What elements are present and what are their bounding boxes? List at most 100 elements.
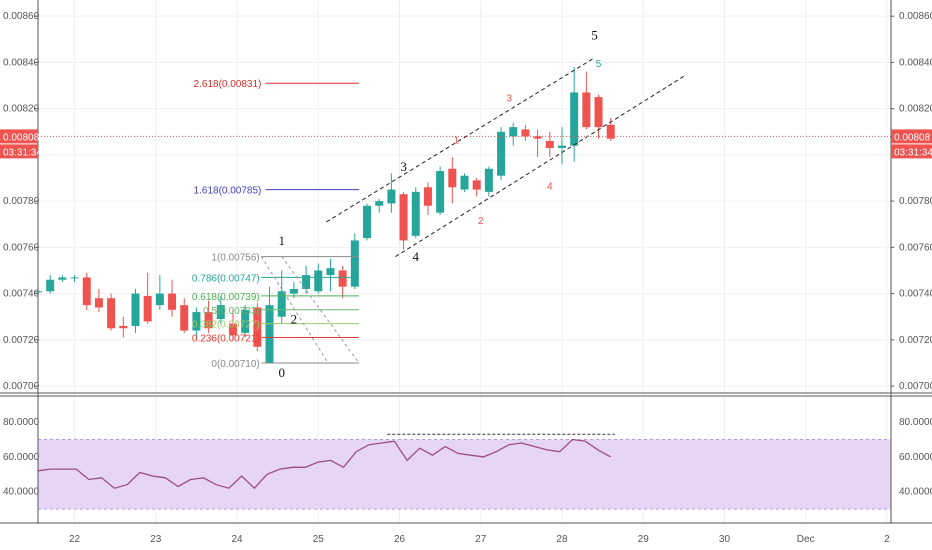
price-tick-label-right: 0.00740 (899, 289, 932, 300)
candle-body (277, 291, 286, 317)
candle (119, 316, 128, 338)
time-tick-label: 24 (231, 534, 243, 545)
candle (350, 233, 359, 289)
fib-level-label: 1(0.00756) (211, 253, 259, 264)
candle-body (265, 305, 274, 363)
wave-label: 4 (413, 249, 420, 264)
candle-body (509, 127, 518, 137)
current-price-label: 0.00808 (3, 132, 40, 143)
time-tick-label: 29 (638, 534, 650, 545)
wave-label: 1 (278, 233, 285, 248)
candle (70, 275, 79, 283)
candle-body (314, 270, 323, 292)
candle-body (155, 293, 164, 306)
fibonacci-tool: 1(0.00756) 0.786(0.00747) 0.618(0.00739) 0.… (192, 79, 360, 370)
candle-body (180, 305, 189, 331)
candle-body (58, 277, 67, 280)
wave-label: 3 (506, 94, 512, 105)
candle-body (350, 240, 359, 287)
candle-body (387, 189, 396, 204)
fib-level-label: 0(0.00710) (211, 359, 259, 370)
candle (436, 166, 445, 215)
candle-body (107, 298, 116, 329)
countdown-badge (891, 144, 932, 159)
wave-label: 2 (291, 312, 298, 327)
candle-body (545, 141, 554, 148)
time-tick-label: 27 (475, 534, 487, 545)
time-tick-label: 28 (556, 534, 568, 545)
candle-body (82, 277, 91, 306)
candle-body (204, 312, 213, 329)
candle (460, 173, 469, 192)
price-tick-label-left: 0.00820 (3, 104, 40, 115)
candle-body (253, 307, 262, 347)
current-price-badge (0, 129, 38, 144)
candle (606, 117, 615, 142)
wave-label: 5 (596, 59, 602, 70)
fib-extension-label: 1.618(0.00785) (194, 186, 262, 197)
candle-body (192, 312, 201, 331)
candle-body (143, 295, 152, 322)
candle-body (606, 124, 615, 139)
candle (277, 270, 286, 324)
price-tick-label-right: 0.00720 (899, 335, 932, 346)
current-price-label: 0.00808 (894, 132, 931, 143)
candle (570, 67, 579, 162)
candle (82, 272, 91, 310)
candle-body (338, 270, 347, 287)
candle (58, 275, 67, 283)
candle-body (326, 268, 335, 276)
candle (46, 275, 55, 294)
candle (582, 71, 591, 130)
candle-body (521, 129, 530, 137)
candle (107, 293, 116, 331)
wave-label: 1 (454, 135, 460, 146)
candle-body (70, 277, 79, 279)
candle (497, 127, 506, 181)
price-tick-label-left: 0.00700 (3, 381, 40, 392)
candle-body (423, 187, 432, 206)
fib-extension-label: 2.618(0.00831) (194, 79, 262, 90)
candle (545, 131, 554, 158)
candle-body (131, 293, 140, 326)
candle-body (302, 275, 311, 289)
rsi-panel (37, 433, 891, 510)
price-tick-label-right: 0.00780 (899, 196, 932, 207)
price-tick-label-right: 0.00760 (899, 242, 932, 253)
channel-line (395, 75, 685, 258)
candle (265, 286, 274, 363)
candle (253, 302, 262, 352)
price-tick-label-left: 0.00760 (3, 242, 40, 253)
countdown-label: 03:31:34 (894, 147, 932, 158)
candle-body (436, 171, 445, 213)
rsi-tick-label-left: 80.0000 (3, 417, 40, 428)
countdown-label: 03:31:34 (3, 147, 42, 158)
wave-label: 0 (278, 365, 285, 380)
candle-body (582, 92, 591, 128)
candle (180, 298, 189, 333)
candle-body (570, 92, 579, 146)
candle (521, 124, 530, 142)
candle (411, 187, 420, 239)
candle (448, 157, 457, 204)
candle-body (533, 136, 542, 139)
fib-level-label: 0.786(0.00747) (192, 273, 260, 284)
rsi-tick-label-right: 60.0000 (899, 452, 932, 463)
wave-label: 3 (400, 159, 407, 174)
candle (594, 94, 603, 139)
price-tick-label-left: 0.00840 (3, 57, 40, 68)
wave-annotations: 1 2 3 4 5 0 1 2 3 4 5 (38, 27, 891, 380)
price-tick-label-right: 0.00840 (899, 57, 932, 68)
candle-body (228, 323, 237, 336)
candle-body (411, 191, 420, 236)
candle-body (497, 131, 506, 176)
candle (533, 129, 542, 158)
price-tick-label-left: 0.00780 (3, 196, 40, 207)
candle-body (94, 298, 103, 308)
price-tick-label-left: 0.00740 (3, 289, 40, 300)
candle (399, 191, 408, 250)
wave-label: 5 (591, 27, 598, 42)
candle-body (375, 201, 384, 206)
candle (326, 258, 335, 292)
